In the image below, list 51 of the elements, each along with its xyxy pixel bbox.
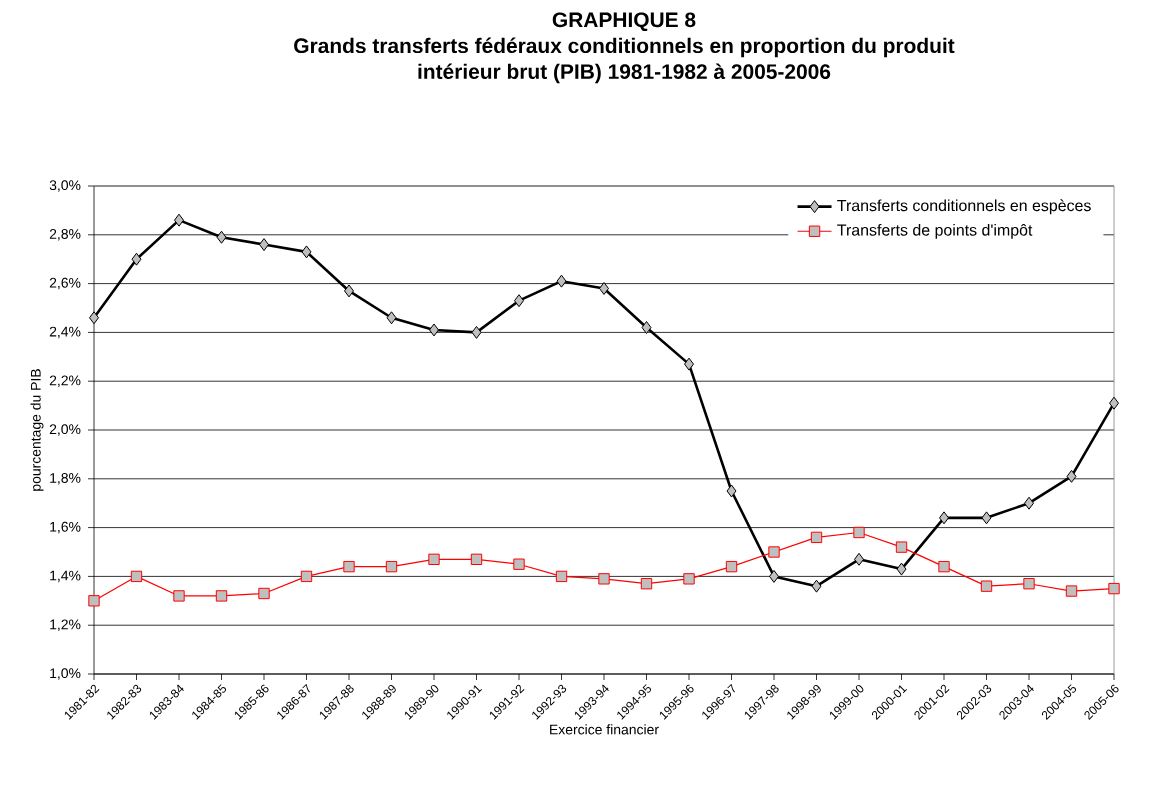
point [1066,469,1077,483]
point [471,325,482,339]
point [641,321,652,334]
point [344,284,354,298]
point [810,531,823,544]
chart-title: GRAPHIQUE 8 Grands transferts fédéraux conditionnels en proportion du produit intérieur brut (PIB) 1981-1982 à 2005-2006 [294,12,955,84]
point [555,570,568,583]
point [1109,396,1119,410]
point [854,552,864,566]
point [726,484,737,498]
point [385,560,398,573]
point [429,323,439,337]
point [853,526,865,539]
point [768,546,780,558]
point [173,590,185,602]
point [470,553,483,565]
point [300,570,313,583]
point [981,511,992,525]
point [1108,582,1120,595]
point [174,213,184,227]
point [598,573,610,585]
point [980,580,993,592]
point [259,238,269,252]
point [1023,578,1035,590]
point [131,252,142,266]
point [428,553,440,565]
point [811,579,822,593]
point [640,578,653,590]
point [89,311,99,325]
point [1065,585,1078,597]
point [939,511,949,525]
point [343,560,355,573]
point [896,562,907,576]
point [215,590,228,602]
point [725,560,738,573]
point [938,560,950,573]
point [301,245,312,259]
point [684,357,694,371]
point [130,570,143,583]
point [769,569,779,583]
point [895,541,908,553]
point [513,558,525,570]
point [258,587,270,600]
point [386,311,397,325]
point [1024,496,1034,510]
point [556,274,567,288]
point [514,294,524,308]
point [599,282,609,295]
point [88,595,100,607]
point [216,230,227,244]
point [683,573,695,585]
